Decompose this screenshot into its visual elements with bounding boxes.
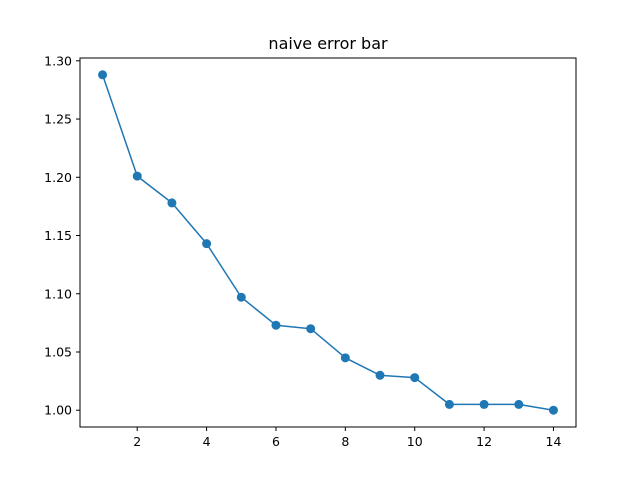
data-point bbox=[306, 324, 316, 334]
x-tick-label: 6 bbox=[272, 434, 280, 449]
x-tick-label: 10 bbox=[407, 434, 423, 449]
y-tick-label: 1.30 bbox=[44, 53, 72, 68]
data-point bbox=[514, 399, 524, 409]
data-point bbox=[444, 399, 454, 409]
x-tick-label: 4 bbox=[203, 434, 211, 449]
y-tick-label: 1.20 bbox=[44, 170, 72, 185]
data-point bbox=[202, 239, 212, 249]
data-point bbox=[548, 405, 558, 415]
y-tick-label: 1.25 bbox=[44, 112, 72, 127]
data-point bbox=[375, 370, 385, 380]
data-series bbox=[98, 70, 558, 415]
plot-frame bbox=[79, 57, 577, 428]
data-point bbox=[271, 320, 281, 330]
y-tick-label: 1.00 bbox=[44, 403, 72, 418]
data-point bbox=[98, 70, 108, 80]
x-tick-label: 8 bbox=[341, 434, 349, 449]
data-point bbox=[479, 399, 489, 409]
x-tick-label: 12 bbox=[476, 434, 492, 449]
x-tick-label: 2 bbox=[133, 434, 141, 449]
data-point bbox=[167, 198, 177, 208]
x-tick-label: 14 bbox=[546, 434, 562, 449]
y-tick-label: 1.05 bbox=[44, 344, 72, 359]
y-tick-label: 1.10 bbox=[44, 286, 72, 301]
ticks: 2 4 6 8 10 12 14 1.00 1.05 1.10 1.15 1.20 1.25 1.30 bbox=[44, 53, 561, 449]
data-point bbox=[340, 353, 350, 363]
y-tick-label: 1.15 bbox=[44, 228, 72, 243]
chart-title: naive error bar bbox=[268, 34, 388, 53]
series-line bbox=[101, 74, 554, 411]
data-point bbox=[132, 171, 142, 181]
data-point bbox=[236, 292, 246, 302]
data-point bbox=[410, 373, 420, 383]
